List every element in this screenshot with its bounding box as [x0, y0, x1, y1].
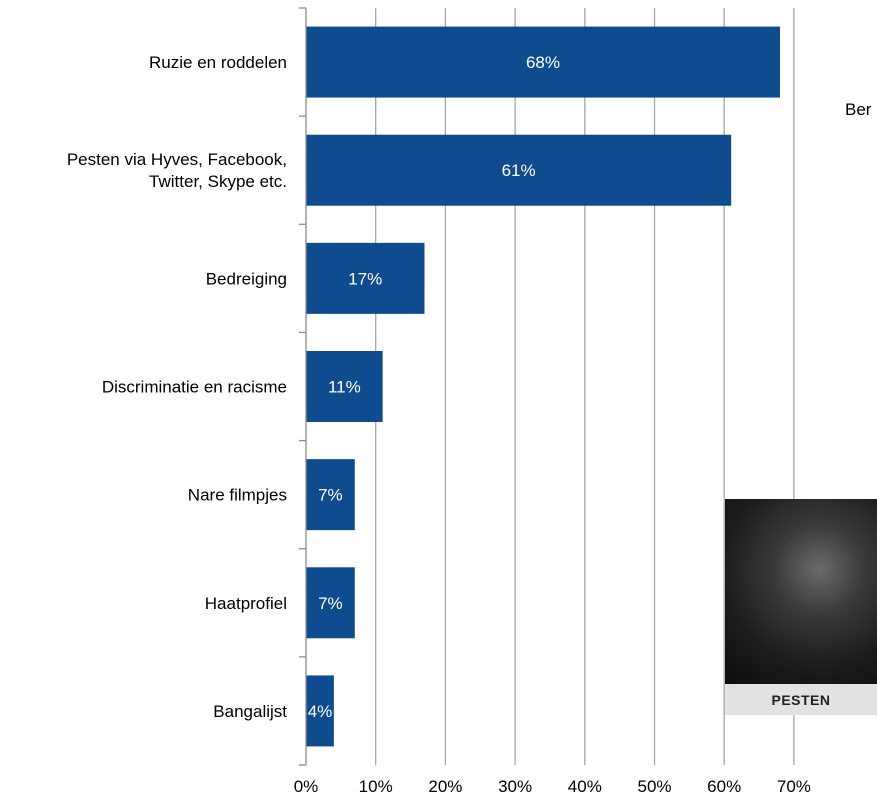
x-tick-label: 30%	[498, 777, 532, 796]
data-label: 7%	[318, 594, 343, 613]
category-label: Bangalijst	[213, 702, 287, 721]
pesten-photo: PESTEN	[725, 499, 877, 715]
data-label: 11%	[328, 378, 361, 397]
category-label: Bedreiging	[206, 269, 287, 288]
data-label: 17%	[348, 269, 382, 288]
x-tick-label: 40%	[568, 777, 602, 796]
x-tick-label: 0%	[294, 777, 319, 796]
data-label: 7%	[318, 486, 343, 505]
bar	[306, 459, 355, 531]
photo-caption: PESTEN	[725, 684, 877, 715]
category-labels: Ruzie en roddelen Pesten via Hyves, Faceb…	[67, 53, 287, 721]
category-label: Discriminatie en racisme	[102, 378, 287, 397]
x-tick-labels: 0% 10% 20% 30% 40% 50% 60% 70%	[294, 777, 811, 796]
bar	[306, 675, 334, 747]
category-label: Ruzie en roddelen	[149, 53, 287, 72]
data-label: 68%	[526, 53, 560, 72]
bar	[306, 567, 355, 639]
y-axis	[299, 7, 307, 766]
x-tick-label: 10%	[359, 777, 393, 796]
category-label: Pesten via Hyves, Facebook, Twitter, Skyp…	[67, 150, 287, 191]
data-labels: 68% 61% 17% 11% 7% 7% 4%	[308, 53, 560, 721]
x-tick-label: 50%	[637, 777, 671, 796]
bar	[306, 351, 383, 422]
bar	[306, 242, 425, 314]
category-label: Nare filmpjes	[188, 486, 287, 505]
category-label: Haatprofiel	[205, 594, 287, 613]
x-tick-label: 60%	[707, 777, 741, 796]
x-tick-label: 20%	[428, 777, 462, 796]
photo-image	[725, 499, 877, 684]
bars	[306, 26, 780, 747]
bar	[306, 134, 732, 206]
x-tick-label: 70%	[777, 777, 811, 796]
gridlines	[375, 8, 795, 765]
data-label: 4%	[308, 702, 333, 721]
data-label: 61%	[502, 161, 536, 180]
bar	[306, 26, 780, 98]
side-note: Ber	[845, 100, 872, 119]
